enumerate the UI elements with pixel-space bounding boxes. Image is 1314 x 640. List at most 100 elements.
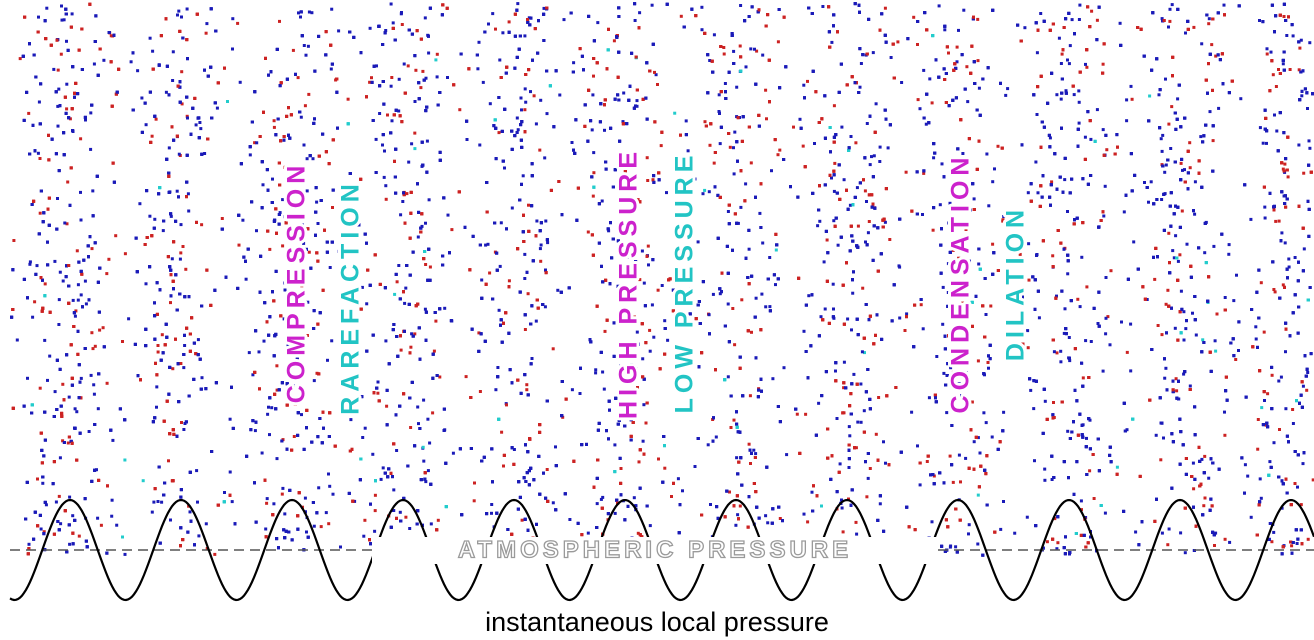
particle xyxy=(1068,62,1071,65)
particle xyxy=(171,257,174,260)
particle xyxy=(879,502,882,505)
particle xyxy=(479,390,482,393)
particle xyxy=(501,31,504,34)
particle xyxy=(587,231,590,234)
particle xyxy=(1060,98,1063,101)
particle xyxy=(850,328,853,331)
particle xyxy=(98,329,101,332)
particle xyxy=(1278,428,1281,431)
particle xyxy=(61,383,64,386)
particle xyxy=(976,18,979,21)
particle xyxy=(708,313,711,316)
particle xyxy=(806,520,809,523)
particle xyxy=(1085,285,1088,288)
particle xyxy=(169,301,172,304)
particle xyxy=(107,258,110,261)
particle xyxy=(592,151,595,154)
particle xyxy=(68,496,71,499)
particle xyxy=(313,379,316,382)
particle xyxy=(785,453,788,456)
particle xyxy=(535,220,538,223)
particle xyxy=(752,449,755,452)
particle xyxy=(942,286,945,289)
particle xyxy=(1161,150,1164,153)
particle xyxy=(1165,164,1168,167)
particle xyxy=(1105,317,1108,320)
particle xyxy=(54,390,57,393)
particle xyxy=(1246,475,1249,478)
particle xyxy=(523,34,526,37)
particle xyxy=(395,449,398,452)
particle xyxy=(71,12,74,15)
particle xyxy=(968,523,971,526)
particle xyxy=(55,501,58,504)
particle xyxy=(1234,358,1237,361)
particle xyxy=(450,228,453,231)
particle xyxy=(764,514,767,517)
particle xyxy=(1165,303,1168,306)
particle xyxy=(571,141,574,144)
particle xyxy=(272,502,275,505)
particle xyxy=(958,454,961,457)
particle xyxy=(407,161,410,164)
particle xyxy=(447,214,450,217)
particle xyxy=(1216,313,1219,316)
particle xyxy=(320,525,323,528)
particle xyxy=(949,546,952,549)
particle xyxy=(427,52,430,55)
particle xyxy=(1292,34,1295,37)
particle xyxy=(297,11,300,14)
particle xyxy=(864,189,867,192)
particle xyxy=(1228,541,1231,544)
particle xyxy=(938,4,941,7)
particle xyxy=(1125,119,1128,122)
particle xyxy=(898,266,901,269)
particle xyxy=(216,107,219,110)
particle xyxy=(80,377,83,380)
particle xyxy=(177,10,180,13)
particle xyxy=(473,499,476,502)
particle xyxy=(648,329,651,332)
particle xyxy=(872,51,875,54)
particle xyxy=(736,513,739,516)
particle xyxy=(552,501,555,504)
particle xyxy=(928,396,931,399)
particle xyxy=(110,515,113,518)
particle xyxy=(877,396,880,399)
particle xyxy=(76,249,79,252)
particle xyxy=(1168,20,1171,23)
particle xyxy=(430,522,433,525)
particle xyxy=(1214,339,1217,342)
particle xyxy=(878,160,881,163)
particle xyxy=(735,456,738,459)
particle xyxy=(195,123,198,126)
particle xyxy=(1085,66,1088,69)
particle xyxy=(1056,351,1059,354)
particle xyxy=(1125,98,1128,101)
particle xyxy=(848,425,851,428)
particle xyxy=(749,394,752,397)
particle xyxy=(172,50,175,53)
particle xyxy=(666,339,669,342)
particle xyxy=(496,366,499,369)
particle xyxy=(80,293,83,296)
particle xyxy=(1130,85,1133,88)
particle xyxy=(1084,136,1087,139)
particle xyxy=(428,198,431,201)
particle xyxy=(1096,108,1099,111)
particle xyxy=(148,215,151,218)
particle xyxy=(839,462,842,465)
particle xyxy=(713,33,716,36)
particle xyxy=(999,528,1002,531)
particle xyxy=(392,488,395,491)
particle xyxy=(792,126,795,129)
particle xyxy=(413,147,416,150)
particle xyxy=(1131,98,1134,101)
particle xyxy=(1080,499,1083,502)
particle xyxy=(817,402,820,405)
particle xyxy=(860,421,863,424)
particle xyxy=(614,512,617,515)
particle xyxy=(651,4,654,7)
particle xyxy=(1296,542,1299,545)
particle xyxy=(414,69,417,72)
